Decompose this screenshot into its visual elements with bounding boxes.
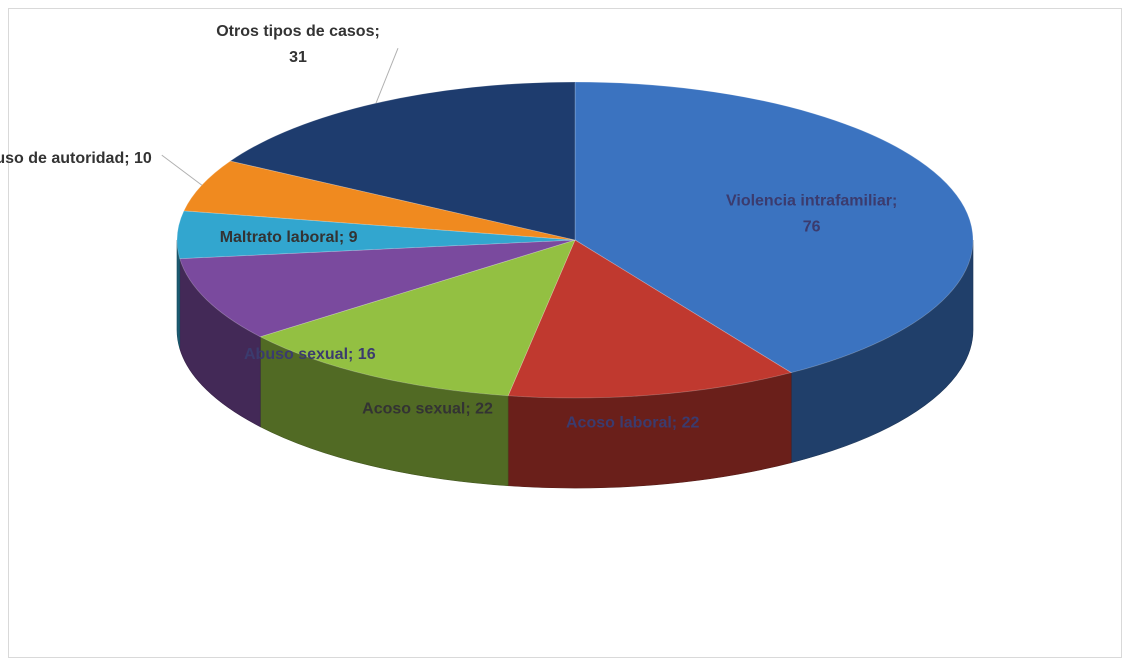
slice-label-2: Acoso sexual; 22 bbox=[362, 401, 493, 418]
slice-label-0: Violencia intrafamiliar; 76 bbox=[726, 192, 897, 235]
leader-line-5 bbox=[161, 154, 203, 186]
pie-slice-5 bbox=[183, 160, 576, 241]
pie-slice-4 bbox=[176, 210, 576, 260]
pie-slice-3 bbox=[179, 239, 576, 338]
leader-line-6 bbox=[375, 47, 399, 104]
slice-label-3: Abuso sexual; 16 bbox=[244, 346, 376, 363]
slice-label-5: Abuso de autoridad; 10 bbox=[0, 150, 152, 167]
pie-slice-1 bbox=[507, 239, 793, 399]
pie-slice-2 bbox=[259, 239, 576, 397]
slice-label-4: Maltrato laboral; 9 bbox=[220, 229, 358, 246]
slice-label-6: Otros tipos de casos; 31 bbox=[216, 23, 380, 66]
slice-label-1: Acoso laboral; 22 bbox=[566, 414, 699, 431]
pie-slice-0 bbox=[574, 81, 974, 374]
